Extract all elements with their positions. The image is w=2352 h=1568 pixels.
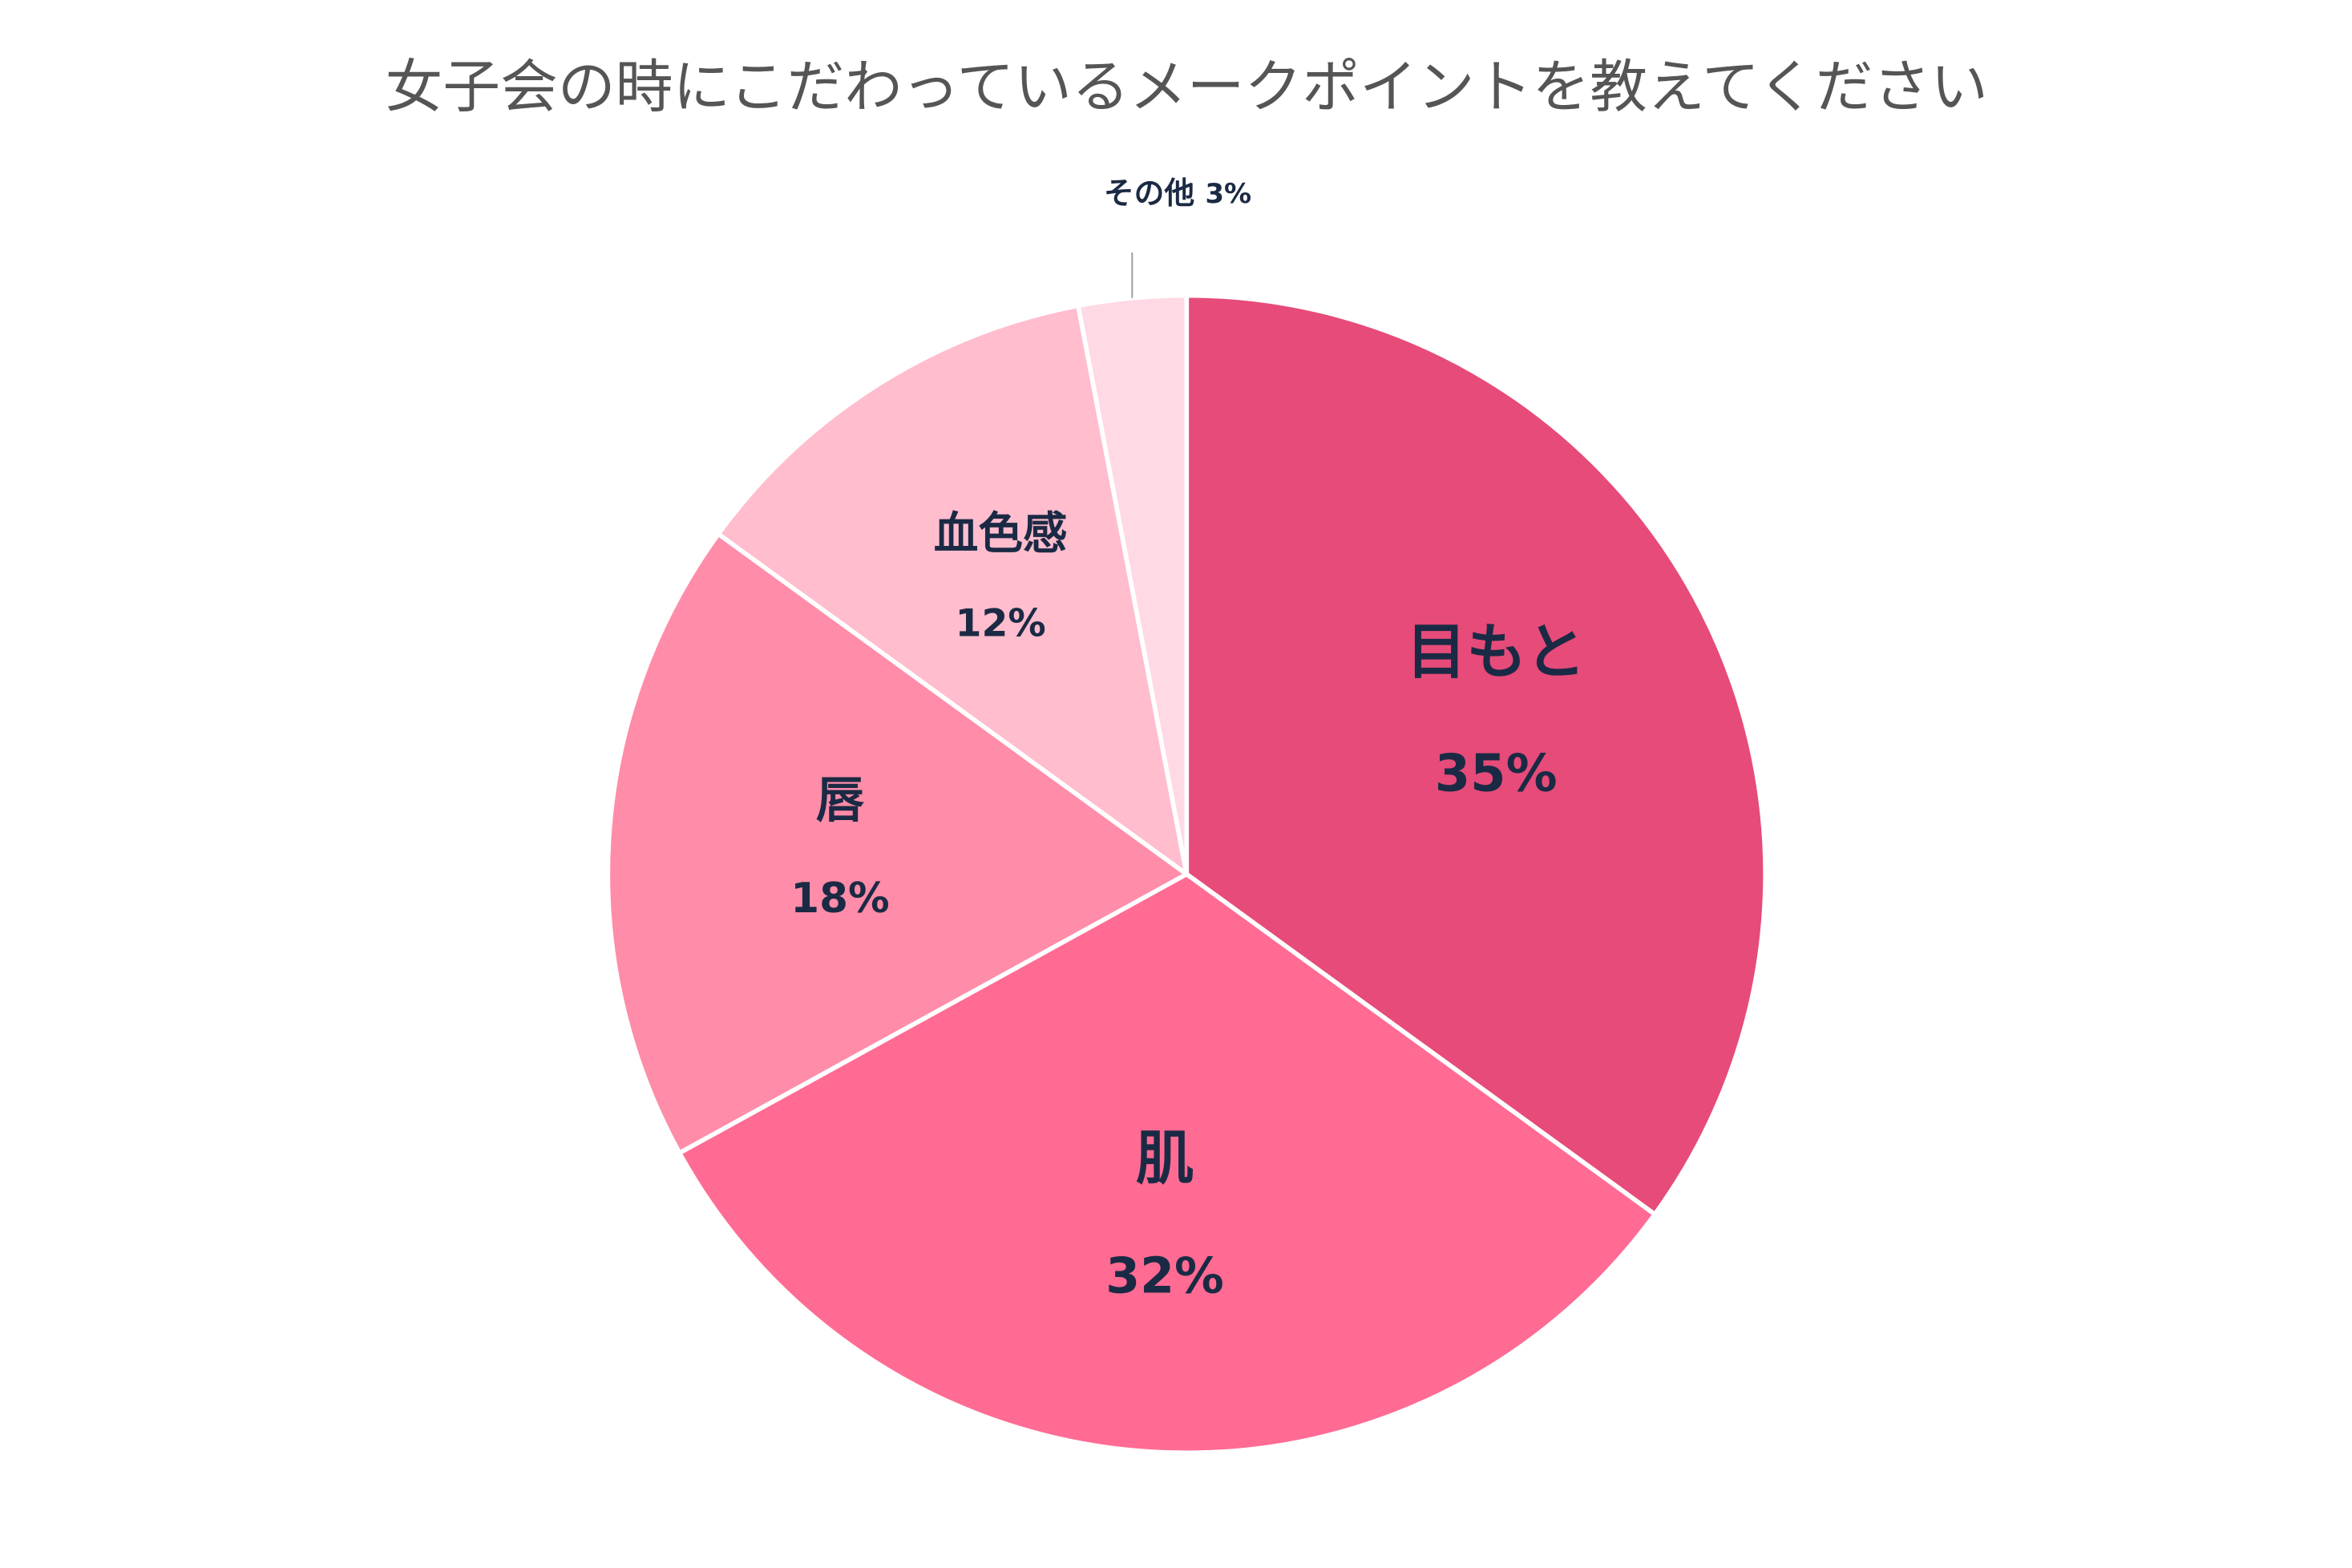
value-label: 12% bbox=[956, 601, 1046, 645]
pie-slice bbox=[715, 302, 1190, 879]
pie-slice bbox=[1184, 293, 1768, 1218]
pie-slice bbox=[676, 871, 1659, 1456]
pie-slice bbox=[605, 531, 1191, 1157]
category-label: 血色感 bbox=[934, 507, 1068, 560]
chart-title: 女子会の時にこだわっているメークポイントを教えてください bbox=[385, 53, 1988, 120]
value-label: 35% bbox=[1435, 744, 1558, 803]
category-label: 目もと bbox=[1406, 616, 1586, 687]
category-label: その他 bbox=[1104, 176, 1195, 211]
value-label: 18% bbox=[790, 875, 889, 923]
pie-slice bbox=[1075, 293, 1190, 875]
category-label: 唇 bbox=[816, 773, 865, 829]
value-label: 32% bbox=[1105, 1247, 1224, 1304]
data-label: その他 3% bbox=[1104, 176, 1251, 211]
category-label: 肌 bbox=[1136, 1125, 1194, 1193]
value-label: 3% bbox=[1205, 178, 1251, 210]
